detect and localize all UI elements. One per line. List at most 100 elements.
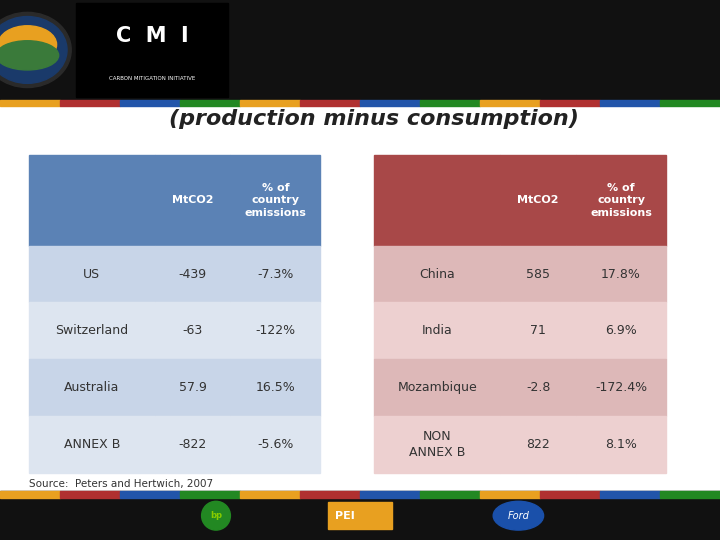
Bar — [500, 246, 576, 302]
Bar — [500, 359, 576, 416]
Text: US: US — [84, 267, 100, 281]
Bar — [230, 155, 320, 246]
Bar — [480, 491, 540, 498]
Bar — [300, 100, 360, 106]
Text: NON
ANNEX B: NON ANNEX B — [409, 430, 466, 458]
Text: 71: 71 — [530, 324, 546, 338]
Bar — [60, 100, 120, 106]
Text: Mozambique: Mozambique — [397, 381, 477, 394]
Text: C  M  I: C M I — [116, 26, 188, 46]
Bar — [360, 491, 420, 498]
Text: -439: -439 — [179, 267, 207, 281]
Text: -172.4%: -172.4% — [595, 381, 647, 394]
Ellipse shape — [202, 501, 230, 530]
Bar — [29, 302, 155, 359]
Text: 17.8%: 17.8% — [601, 267, 641, 281]
Text: ANNEX B: ANNEX B — [63, 437, 120, 451]
Bar — [600, 491, 660, 498]
Bar — [0, 106, 720, 491]
Text: -2.8: -2.8 — [526, 381, 550, 394]
Ellipse shape — [493, 501, 544, 530]
Bar — [360, 100, 420, 106]
Text: 6.9%: 6.9% — [605, 324, 637, 338]
Bar — [0, 491, 60, 498]
Text: Ford: Ford — [508, 511, 529, 521]
Bar — [230, 302, 320, 359]
Bar — [420, 100, 480, 106]
Bar — [155, 155, 230, 246]
Bar — [328, 502, 392, 529]
Text: Switzerland: Switzerland — [55, 324, 128, 338]
Text: MtCO2: MtCO2 — [172, 195, 213, 205]
Bar — [76, 3, 228, 97]
Bar — [230, 416, 320, 472]
Bar — [660, 491, 720, 498]
Bar — [230, 246, 320, 302]
Bar — [420, 491, 480, 498]
Bar — [155, 302, 230, 359]
Bar — [0, 100, 60, 106]
Bar — [480, 100, 540, 106]
Bar — [540, 100, 600, 106]
Text: % of
country
emissions: % of country emissions — [245, 183, 306, 218]
Ellipse shape — [0, 26, 57, 63]
Bar — [29, 155, 155, 246]
Bar — [374, 416, 500, 472]
Bar — [29, 359, 155, 416]
Bar — [155, 246, 230, 302]
Text: 16.5%: 16.5% — [256, 381, 295, 394]
Text: PEI: PEI — [335, 511, 354, 521]
Bar — [120, 491, 180, 498]
Bar — [60, 491, 120, 498]
Text: -63: -63 — [182, 324, 203, 338]
Text: India: India — [422, 324, 453, 338]
Bar — [576, 155, 666, 246]
Text: China: China — [420, 267, 455, 281]
Bar — [576, 416, 666, 472]
Text: Source:  Peters and Hertwich, 2007: Source: Peters and Hertwich, 2007 — [29, 478, 213, 489]
Bar — [300, 491, 360, 498]
Bar — [230, 359, 320, 416]
Text: 822: 822 — [526, 437, 550, 451]
Bar — [29, 246, 155, 302]
Text: -122%: -122% — [256, 324, 295, 338]
Bar — [500, 416, 576, 472]
Bar — [576, 302, 666, 359]
Ellipse shape — [0, 40, 59, 70]
Ellipse shape — [0, 12, 71, 87]
Text: -5.6%: -5.6% — [257, 437, 294, 451]
Bar — [374, 246, 500, 302]
Bar — [374, 155, 500, 246]
Bar — [180, 100, 240, 106]
Bar — [576, 359, 666, 416]
Bar — [155, 359, 230, 416]
Text: Australia: Australia — [64, 381, 120, 394]
Text: 8.1%: 8.1% — [605, 437, 637, 451]
Bar — [0, 0, 720, 100]
Bar — [660, 100, 720, 106]
Bar — [540, 491, 600, 498]
Bar — [600, 100, 660, 106]
Text: % of
country
emissions: % of country emissions — [590, 183, 652, 218]
Bar — [500, 155, 576, 246]
Bar — [374, 302, 500, 359]
Text: MtCO2: MtCO2 — [518, 195, 559, 205]
Text: CARBON MITIGATION INITIATIVE: CARBON MITIGATION INITIATIVE — [109, 76, 195, 81]
Bar — [576, 246, 666, 302]
Bar — [500, 302, 576, 359]
Text: 57.9: 57.9 — [179, 381, 207, 394]
Bar — [240, 491, 300, 498]
Bar — [240, 100, 300, 106]
Bar — [374, 359, 500, 416]
Bar — [120, 100, 180, 106]
Bar — [0, 491, 720, 540]
Text: -822: -822 — [179, 437, 207, 451]
Bar — [29, 416, 155, 472]
Text: (production minus consumption): (production minus consumption) — [169, 109, 580, 129]
Text: -7.3%: -7.3% — [257, 267, 294, 281]
Text: bp: bp — [210, 511, 222, 520]
Bar — [155, 416, 230, 472]
Ellipse shape — [0, 17, 67, 83]
Text: 585: 585 — [526, 267, 550, 281]
Bar — [180, 491, 240, 498]
